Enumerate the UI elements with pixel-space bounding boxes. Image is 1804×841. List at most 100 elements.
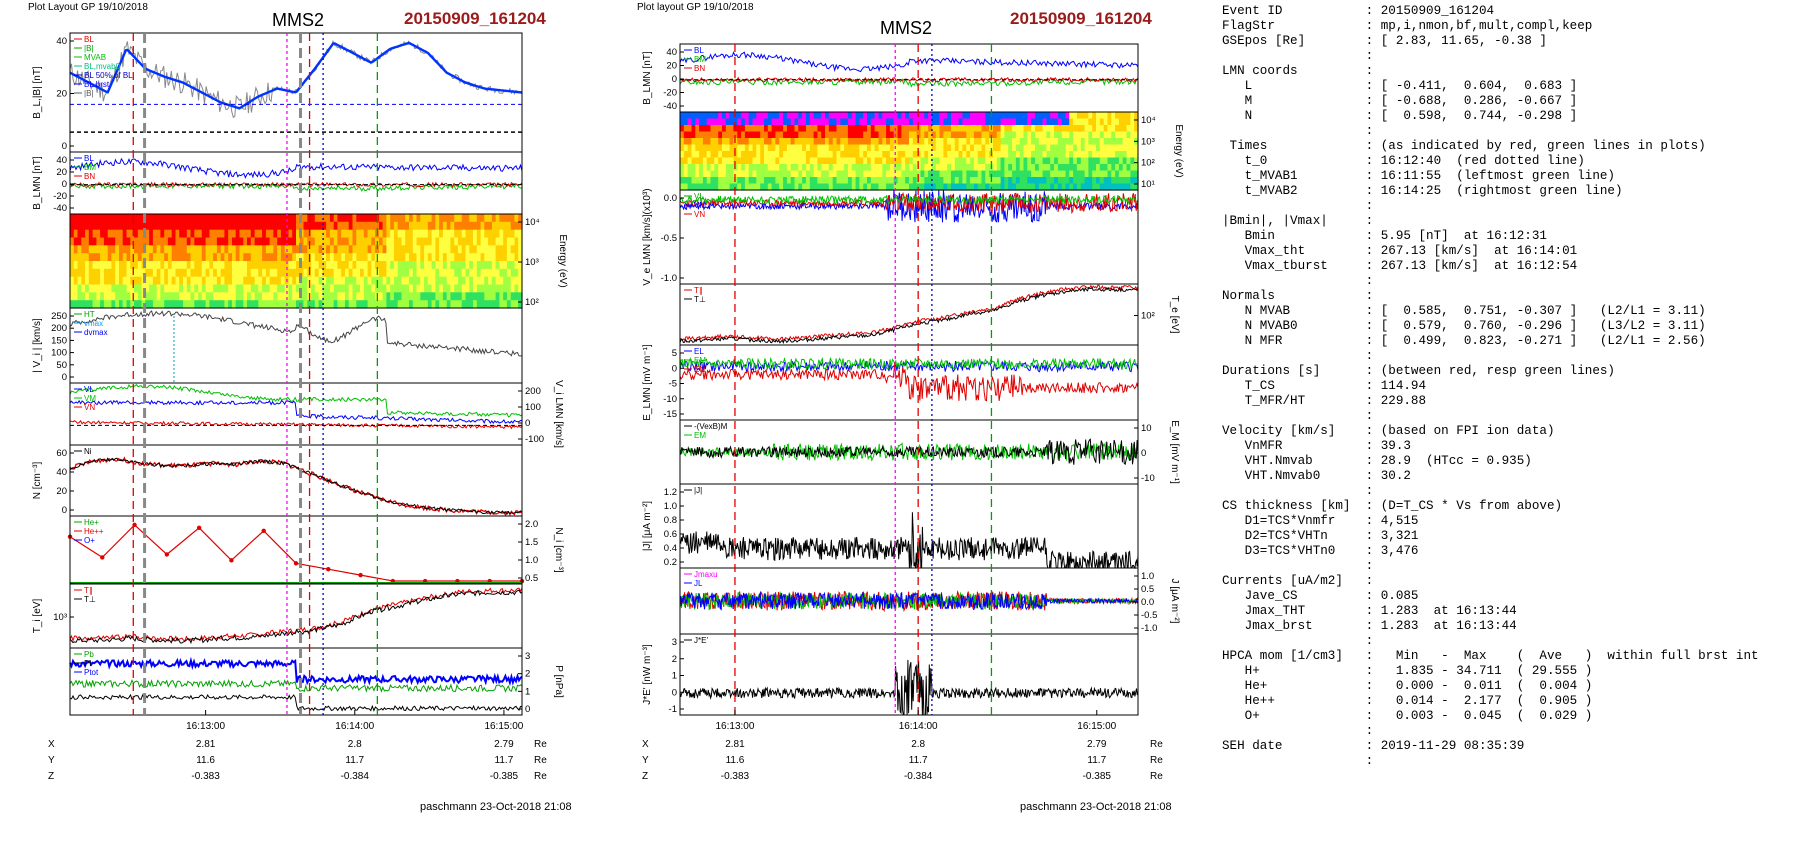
spectrogram-cell	[356, 221, 361, 231]
spectrogram-cell	[1015, 151, 1021, 159]
spectrogram-cell	[100, 292, 105, 301]
spectrogram-cell	[1042, 131, 1047, 139]
spectrogram-cell	[1038, 125, 1044, 133]
spectrogram-cell	[1122, 131, 1128, 139]
spectrogram-cell	[111, 214, 116, 223]
spectrogram-cell	[363, 253, 369, 262]
spectrogram-cell	[752, 164, 757, 172]
spectrogram-cell	[1046, 151, 1051, 159]
spectrogram-cell	[363, 292, 369, 301]
spectrogram-cell	[1073, 125, 1078, 133]
spectrogram-cell	[167, 300, 173, 309]
spectrogram-cell	[495, 276, 500, 286]
spectrogram-cell	[247, 245, 252, 254]
spectrogram-cell	[81, 221, 86, 231]
spectrogram-cell	[239, 253, 244, 262]
spectrogram-cell	[691, 131, 696, 139]
y-tick-label: 0.0	[664, 193, 677, 204]
spectrogram-cell	[1107, 131, 1112, 139]
spectrogram-cell	[499, 214, 504, 223]
spectrogram-cell	[832, 112, 838, 120]
spectrogram-cell	[951, 118, 956, 126]
spectrogram-cell	[752, 144, 757, 152]
spectrogram-cell	[205, 214, 210, 223]
spectrogram-cell	[905, 131, 910, 139]
spectrogram-cell	[194, 300, 199, 309]
spectrogram-cell	[360, 276, 365, 286]
spectrogram-cell	[985, 157, 990, 165]
spectrogram-cell	[981, 151, 986, 159]
spectrogram-cell	[461, 276, 467, 286]
spectrogram-cell	[817, 151, 822, 159]
spectrogram-cell	[1027, 177, 1032, 185]
y-tick-label: 2	[525, 669, 530, 680]
spectrogram-cell	[254, 261, 259, 270]
spectrogram-cell	[145, 214, 150, 223]
spectrogram-cell	[167, 245, 173, 254]
spectrogram-cell	[981, 112, 986, 120]
spectrogram-cell	[1084, 177, 1089, 185]
spectrogram-cell	[1134, 118, 1139, 126]
spectrogram-cell	[412, 261, 418, 270]
spectrogram-cell	[405, 253, 410, 262]
spectrogram-cell	[126, 268, 131, 278]
spectrogram-cell	[265, 245, 271, 254]
spectrogram-cell	[722, 170, 727, 178]
spectrogram-cell	[897, 112, 902, 120]
spectrogram-cell	[92, 229, 97, 239]
spectrogram-cell	[292, 292, 297, 301]
spectrogram-cell	[134, 284, 139, 293]
spectrogram-cell	[851, 177, 857, 185]
spectrogram-cell	[889, 138, 895, 146]
spectrogram-cell	[790, 138, 796, 146]
spectrogram-cell	[756, 138, 761, 146]
spectrogram-cell	[190, 221, 195, 231]
spectrogram-cell	[1111, 118, 1116, 126]
spectrogram-cell	[427, 237, 433, 246]
spectrogram-cell	[258, 229, 263, 239]
spectrogram-cell	[149, 229, 154, 239]
spectrogram-cell	[1080, 151, 1086, 159]
spectrogram-cell	[828, 164, 834, 172]
spectrogram-cell	[326, 300, 331, 309]
legend-label: -(VexB)M	[694, 422, 728, 431]
spectrogram-cell	[119, 284, 124, 293]
legend-label: BL,mvab0	[84, 62, 121, 71]
y-axis-label: J*E' [nW m⁻³]	[642, 644, 653, 705]
spectrogram-cell	[767, 183, 773, 191]
spectrogram-cell	[1118, 177, 1124, 185]
spectrogram-cell	[371, 292, 376, 301]
spectrogram-cell	[386, 214, 391, 223]
spectrogram-cell	[258, 292, 263, 301]
spectrogram-cell	[779, 131, 784, 139]
spectrogram-cell	[695, 157, 700, 165]
spectrogram-cell	[1050, 164, 1055, 172]
spectrogram-cell	[119, 268, 124, 278]
spectrogram-cell	[897, 144, 902, 152]
spectrogram-cell	[296, 253, 301, 262]
info-line: L : [ -0.411, 0.604, 0.683 ]	[1244, 79, 1578, 93]
spectrogram-cell	[70, 261, 75, 270]
spectrogram-cell	[326, 276, 331, 286]
x-tick-label: 16:13:00	[186, 721, 225, 732]
spectrogram-cell	[371, 214, 376, 223]
spectrogram-cell	[473, 253, 478, 262]
spectrogram-cell	[909, 177, 914, 185]
spectrogram-cell	[137, 284, 143, 293]
spectrogram-cell	[239, 268, 244, 278]
spectrogram-cell	[235, 245, 241, 254]
spectrogram-cell	[802, 131, 807, 139]
spectrogram-cell	[213, 214, 218, 223]
spectrogram-cell	[1035, 112, 1040, 120]
spectrogram-cell	[798, 170, 803, 178]
y-tick-label: 10⁴	[525, 217, 540, 228]
coord-value: -0.384	[341, 771, 370, 782]
spectrogram-cell	[119, 229, 124, 239]
spectrogram-cell	[1008, 144, 1013, 152]
spectrogram-cell	[798, 164, 803, 172]
series-line	[679, 51, 1139, 73]
spectrogram-cell	[431, 261, 436, 270]
he2-point	[326, 567, 331, 572]
spectrogram-cell	[390, 229, 395, 239]
spectrogram-cell	[499, 245, 504, 254]
